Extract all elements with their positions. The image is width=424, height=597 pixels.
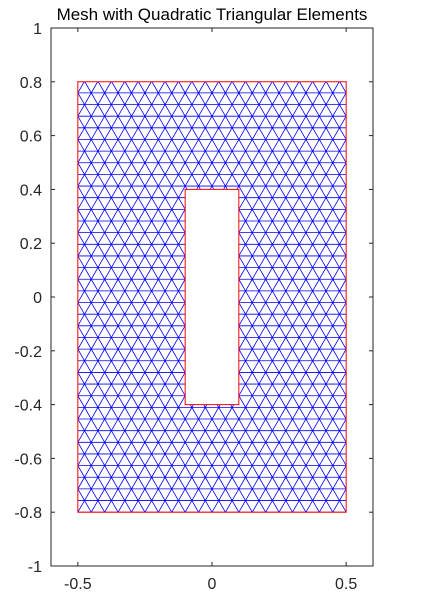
- y-tick-label: 0.2: [20, 236, 42, 253]
- outer-boundary: [77, 81, 347, 513]
- chart-title: Mesh with Quadratic Triangular Elements: [57, 5, 368, 24]
- x-tick-label: 0: [208, 576, 217, 593]
- y-tick-label: -0.4: [14, 398, 42, 415]
- y-tick-label: 0: [33, 290, 42, 307]
- y-tick-label: -0.6: [14, 451, 42, 468]
- x-tick-label: -0.5: [64, 576, 92, 593]
- plot-area: [51, 28, 373, 566]
- y-tick-label: 0.8: [20, 75, 42, 92]
- y-tick-label: 0.4: [20, 182, 42, 199]
- x-axis-ticks: -0.5 0 0.5: [64, 28, 357, 593]
- y-tick-label: -0.8: [14, 505, 42, 522]
- y-tick-label: -0.2: [14, 344, 42, 361]
- y-tick-label: 1: [33, 21, 42, 38]
- y-axis-ticks: 1 0.8 0.6 0.4 0.2 0 -0.2 -0.4 -0.6 -0.8 -1: [14, 21, 373, 576]
- geometry-boundary: [77, 81, 347, 513]
- x-tick-label: 0.5: [335, 576, 357, 593]
- y-tick-label: -1: [28, 559, 42, 576]
- y-tick-label: 0.6: [20, 129, 42, 146]
- hole-boundary: [184, 188, 240, 406]
